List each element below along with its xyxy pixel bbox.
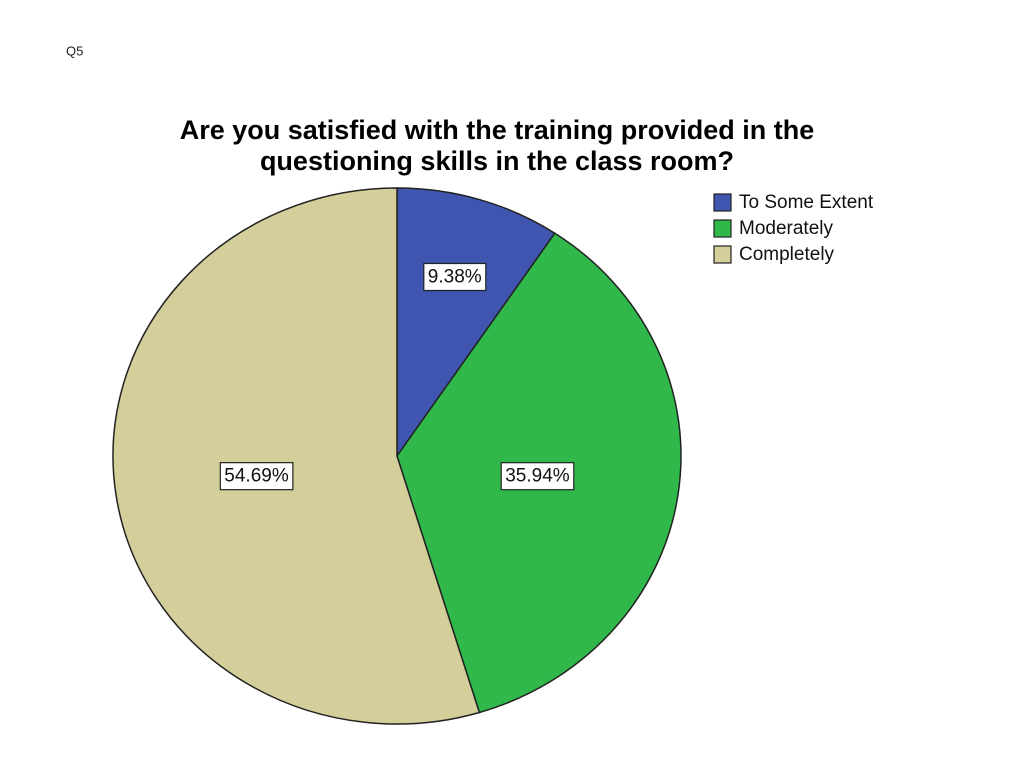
legend-label: To Some Extent — [739, 192, 874, 213]
slide-label: Q5 — [66, 43, 83, 58]
legend-swatch — [713, 193, 732, 212]
legend-swatch — [713, 245, 732, 264]
value-label-group: 9.38% — [423, 262, 487, 292]
pie-slice — [112, 187, 481, 725]
chart-title: Are you satisfied with the training prov… — [180, 115, 815, 145]
legend-swatch — [713, 219, 732, 238]
value-label: 35.94% — [505, 466, 570, 487]
legend-label: Moderately — [739, 218, 833, 239]
value-label-box — [423, 262, 487, 292]
value-label-group: 35.94% — [500, 462, 575, 491]
value-label-box — [219, 462, 294, 491]
value-label-box — [500, 462, 575, 491]
value-label: 9.38% — [428, 267, 482, 288]
pie-slice — [396, 187, 556, 459]
chart-title: questioning skills in the class room? — [260, 146, 734, 176]
legend-label: Completely — [739, 244, 835, 265]
value-label-group: 54.69% — [219, 462, 294, 491]
value-label: 54.69% — [224, 466, 289, 487]
